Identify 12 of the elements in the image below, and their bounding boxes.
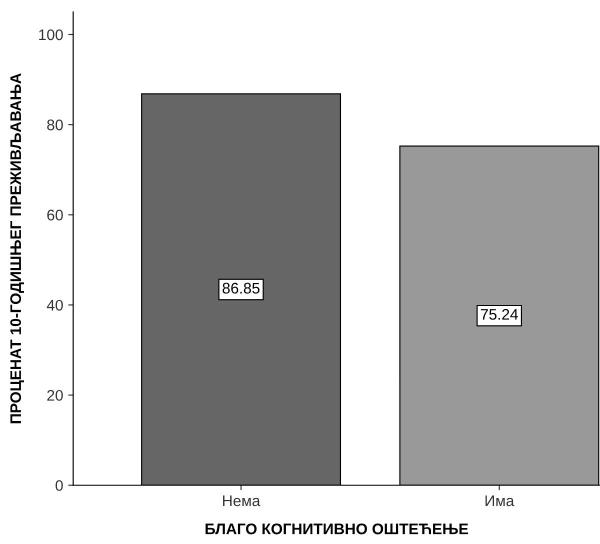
y-tick-label: 80 [47, 120, 63, 130]
y-tick-label: 0 [56, 480, 63, 491]
y-tick-label: 100 [39, 29, 63, 40]
data-label: 86.85 [222, 282, 260, 294]
y-tick-label: 60 [47, 210, 63, 220]
y-axis-title: ПРОЦЕНАТ 10-ГОДИШЊЕГ ПРЕЖИВЉАВАЊА [10, 73, 24, 424]
x-tick-label: Има [486, 496, 514, 506]
x-axis-title: БЛАГО КОГНИТИВНО ОШТЕЋЕЊЕ [206, 524, 468, 534]
y-tick-label: 40 [46, 300, 63, 311]
y-tick-label: 20 [47, 390, 63, 401]
x-tick-label: Нема [223, 496, 260, 506]
data-label: 75.24 [480, 308, 518, 320]
